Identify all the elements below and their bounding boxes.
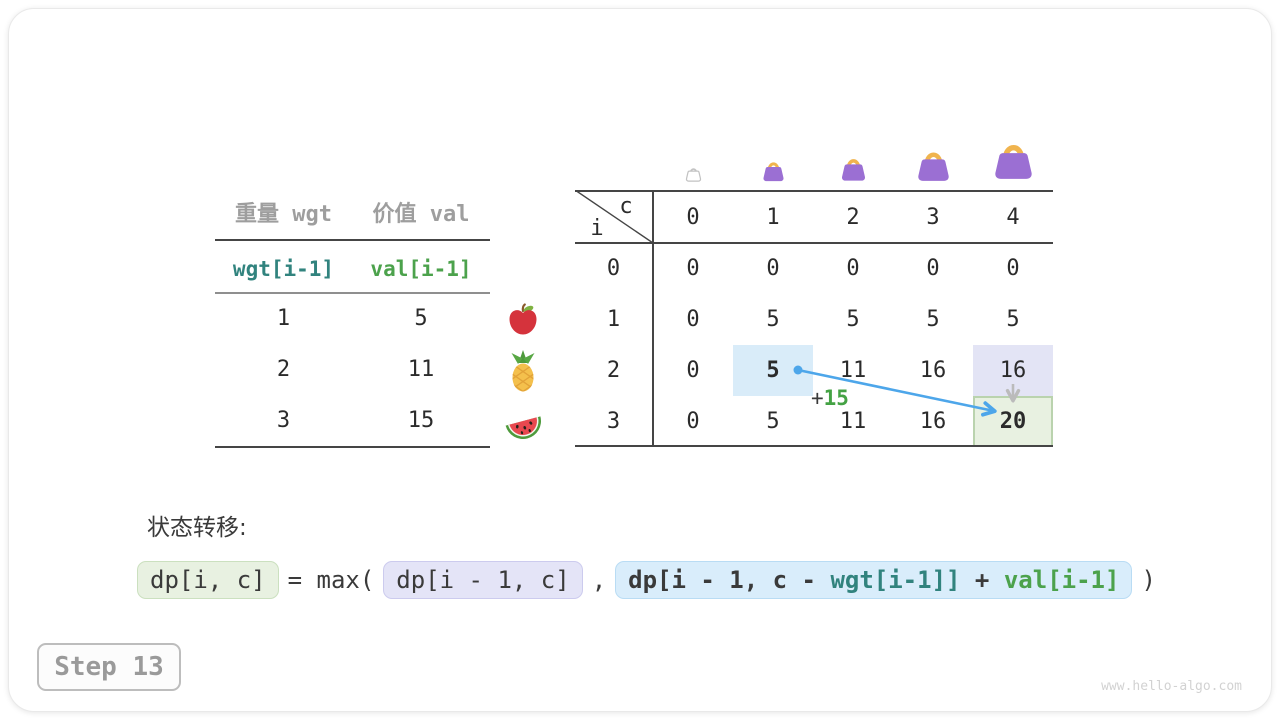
- bag-large-icon: [918, 152, 949, 181]
- dp-cell-0-0: 0: [686, 256, 700, 281]
- watermelon-icon: [505, 416, 541, 439]
- dp-cell-2-4: 16: [999, 358, 1027, 383]
- dp-cell-2-3: 16: [919, 358, 947, 383]
- items-col-value-header: 价值 val: [372, 202, 470, 227]
- dp-cell-2-1: 5: [766, 358, 780, 383]
- pineapple-icon: [511, 350, 535, 392]
- dp-cell-1-1: 5: [766, 307, 780, 332]
- dp-cell-3-0: 0: [686, 409, 700, 434]
- items-subheader-wgt: wgt[i-1]: [232, 257, 335, 281]
- bag-medium-icon: [841, 159, 866, 181]
- arg2-wgt-part: wgt[i-1]]: [830, 566, 961, 594]
- formula-lhs: dp[i, c]: [137, 561, 279, 599]
- dp-row-header-3: 3: [606, 409, 621, 434]
- dp-cell-2-0: 0: [686, 358, 700, 383]
- dp-cell-1-0: 0: [686, 307, 700, 332]
- corner-diagonal: [575, 190, 653, 243]
- dp-cell-1-2: 5: [846, 307, 860, 332]
- dp-table: c i 0 1 2 3 4 0 1 2 3 0 0 0 0 0 0 5 5 5 …: [575, 190, 1053, 447]
- dp-row-header-2: 2: [606, 358, 621, 383]
- arg2-dp-part: dp[i - 1, c -: [628, 566, 831, 594]
- dp-cell-0-4: 0: [1006, 256, 1020, 281]
- apple-icon: [509, 303, 537, 335]
- divider: [215, 446, 490, 448]
- items-col-weight-header: 重量 wgt: [235, 202, 332, 227]
- dp-cell-3-2: 11: [839, 409, 867, 434]
- dp-cell-3-1: 5: [766, 409, 780, 434]
- items-table: 重量 wgt 价值 val wgt[i-1] val[i-1] 1 5 2 11…: [215, 195, 490, 448]
- bag-outline-icon: [685, 168, 702, 182]
- item-1-value: 5: [414, 306, 428, 331]
- dp-cell-0-2: 0: [846, 256, 860, 281]
- bag-small-icon: [763, 162, 784, 182]
- formula-close-paren: ): [1141, 566, 1156, 594]
- item-2-value: 11: [407, 357, 435, 382]
- divider: [215, 239, 490, 241]
- step-badge: Step 13: [37, 643, 181, 691]
- bag-xlarge-icon: [995, 145, 1032, 179]
- item-3-weight: 3: [276, 408, 291, 433]
- dp-row-header-1: 1: [606, 307, 621, 332]
- grid-line-vertical: [652, 190, 654, 447]
- dp-cell-3-3: 16: [919, 409, 947, 434]
- dp-cell-0-3: 0: [926, 256, 940, 281]
- arg2-plus-part: +: [960, 566, 1004, 594]
- formula-arg2: dp[i - 1, c - wgt[i-1]] + val[i-1]: [615, 561, 1133, 599]
- item-2-weight: 2: [276, 357, 291, 382]
- formula-arg1: dp[i - 1, c]: [383, 561, 583, 599]
- dp-cell-1-3: 5: [926, 307, 940, 332]
- formula-eq-max: = max(: [287, 566, 375, 594]
- transition-formula: dp[i, c] = max( dp[i - 1, c] , dp[i - 1,…: [137, 561, 1156, 599]
- transition-label: 状态转移:: [147, 515, 247, 541]
- items-subheader-val: val[i-1]: [370, 257, 472, 281]
- dp-col-header-0: 0: [686, 204, 700, 230]
- watermark: www.hello-algo.com: [1101, 679, 1242, 694]
- item-3-value: 15: [407, 408, 435, 433]
- dp-col-header-3: 3: [926, 204, 940, 230]
- corner-row-var: i: [590, 215, 604, 241]
- divider: [215, 292, 490, 294]
- grid-line-top: [575, 190, 1053, 192]
- plus-value-annotation: +15: [811, 386, 849, 410]
- dp-col-header-1: 1: [766, 204, 780, 230]
- dp-cell-0-1: 0: [766, 256, 780, 281]
- dp-row-header-0: 0: [606, 256, 621, 281]
- formula-comma: ,: [591, 566, 607, 594]
- dp-col-header-4: 4: [1006, 204, 1020, 230]
- grid-line-header: [575, 242, 1053, 244]
- dp-col-header-2: 2: [846, 204, 860, 230]
- dp-cell-3-4: 20: [999, 409, 1027, 434]
- corner-col-var: c: [619, 193, 633, 219]
- grid-line-bottom: [575, 445, 1053, 447]
- dp-cell-1-4: 5: [1006, 307, 1020, 332]
- added-value: 15: [823, 386, 849, 410]
- plus-sign: +: [811, 386, 824, 410]
- arg2-val-part: val[i-1]: [1003, 566, 1120, 594]
- item-1-weight: 1: [276, 306, 291, 331]
